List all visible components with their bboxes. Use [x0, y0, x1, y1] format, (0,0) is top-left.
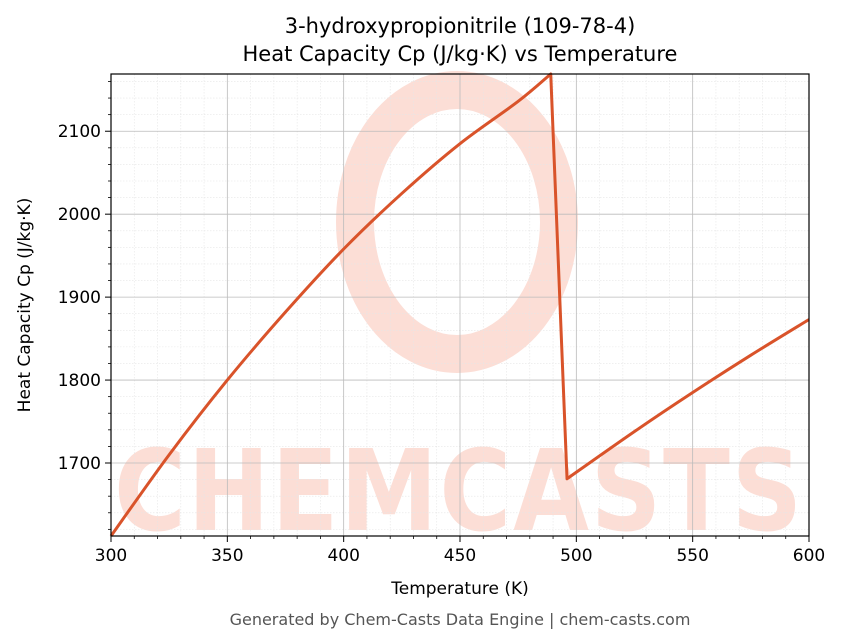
y-tick-label: 1700: [58, 454, 101, 474]
series-line: [109, 72, 810, 537]
x-tick-label: 300: [95, 546, 127, 566]
x-tick-label: 450: [444, 546, 476, 566]
x-axis-ticks: 300 350 400 450 500 550 600: [95, 536, 825, 566]
y-tick-label: 1900: [58, 288, 101, 308]
y-tick-label: 2000: [58, 205, 101, 225]
watermark-text: CHEMCASTS: [114, 427, 804, 557]
x-tick-label: 550: [676, 546, 708, 566]
x-tick-label: 500: [560, 546, 592, 566]
footer-credit: Generated by Chem-Casts Data Engine | ch…: [230, 610, 691, 629]
x-tick-label: 400: [327, 546, 359, 566]
x-tick-label: 600: [793, 546, 825, 566]
series-layer: [109, 72, 810, 537]
y-tick-label: 1800: [58, 371, 101, 391]
chart-title-line2: Heat Capacity Cp (J/kg·K) vs Temperature: [243, 42, 678, 66]
watermark-ring: [336, 71, 578, 373]
chemcasts-watermark-logo: CHEMCASTS: [114, 71, 804, 557]
x-axis-label: Temperature (K): [390, 579, 529, 599]
x-tick-label: 350: [211, 546, 243, 566]
y-axis-label: Heat Capacity Cp (J/kg·K): [15, 198, 35, 413]
y-tick-label: 2100: [58, 122, 101, 142]
chart-title-line1: 3-hydroxypropionitrile (109-78-4): [285, 14, 636, 38]
y-axis-ticks: 1700 1800 1900 2000 2100: [58, 81, 111, 530]
